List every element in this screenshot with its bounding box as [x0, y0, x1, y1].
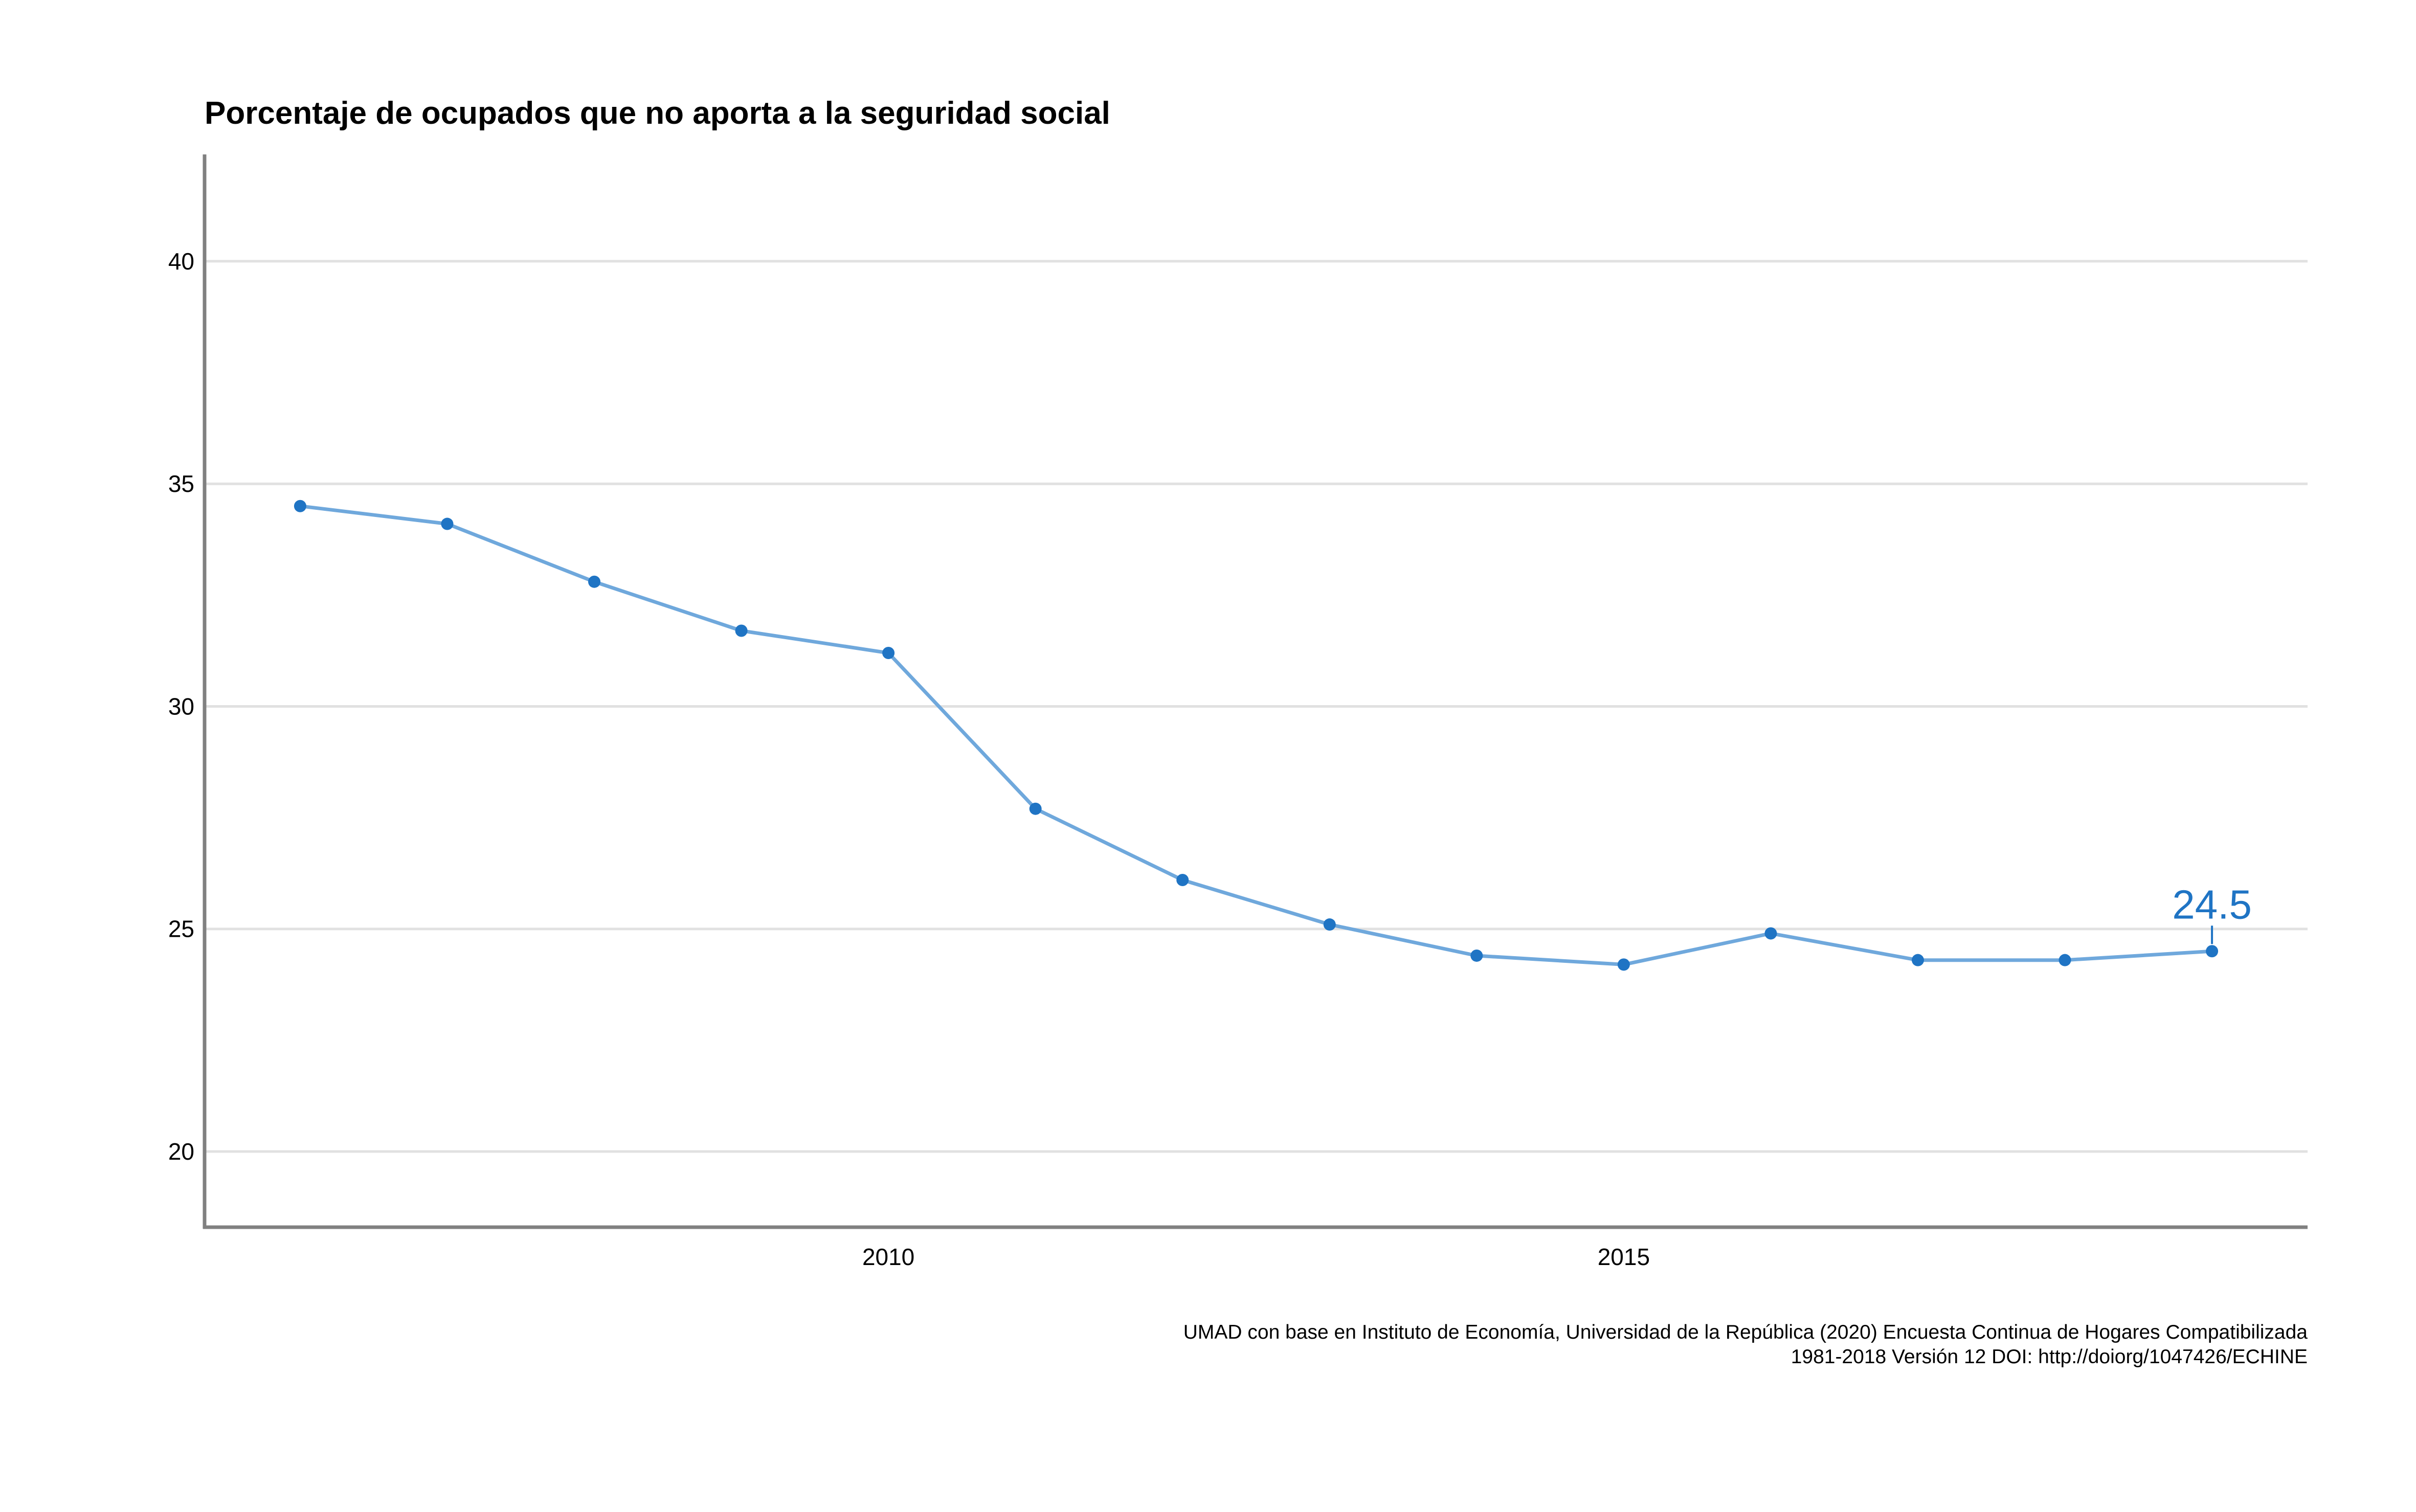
data-point-2007 [441, 517, 454, 530]
data-point-2008 [588, 575, 601, 588]
y-tick-label: 35 [168, 470, 194, 497]
data-point-2010 [882, 647, 895, 660]
data-point-2009 [735, 624, 748, 637]
x-tick-label: 2015 [1598, 1244, 1650, 1270]
chart-title: Porcentaje de ocupados que no aporta a l… [205, 96, 1110, 131]
y-tick-label: 30 [168, 693, 194, 719]
data-label-2019: 24.5 [2172, 882, 2252, 927]
data-point-2014 [1470, 949, 1483, 962]
series-line [298, 504, 2214, 966]
caption: UMAD con base en Instituto de Economía, … [1183, 1321, 2308, 1368]
data-point-2013 [1323, 918, 1336, 931]
y-tick-label: 40 [168, 248, 194, 275]
data-point-2012 [1176, 873, 1189, 886]
y-tick-label: 25 [168, 916, 194, 942]
annotations: 24.5 [2172, 882, 2252, 944]
data-point-2017 [1911, 954, 1924, 966]
data-point-2015 [1617, 958, 1630, 971]
y-tick-label: 20 [168, 1138, 194, 1165]
data-point-2019 [2206, 945, 2219, 958]
series [294, 500, 2219, 971]
caption-line-2: 1981-2018 Versión 12 DOI: http://doiorg/… [1791, 1346, 2308, 1368]
data-point-2011 [1029, 802, 1042, 815]
tick-labels: 20 25 30 35 40 2010 2015 [168, 248, 1650, 1270]
x-tick-label: 2010 [862, 1244, 914, 1270]
data-point-2006 [294, 500, 306, 512]
data-point-2016 [1764, 927, 1777, 940]
gridlines [205, 260, 2308, 1153]
data-point-2018 [2059, 954, 2071, 966]
axes [203, 154, 2308, 1229]
caption-line-1: UMAD con base en Instituto de Economía, … [1183, 1321, 2308, 1343]
